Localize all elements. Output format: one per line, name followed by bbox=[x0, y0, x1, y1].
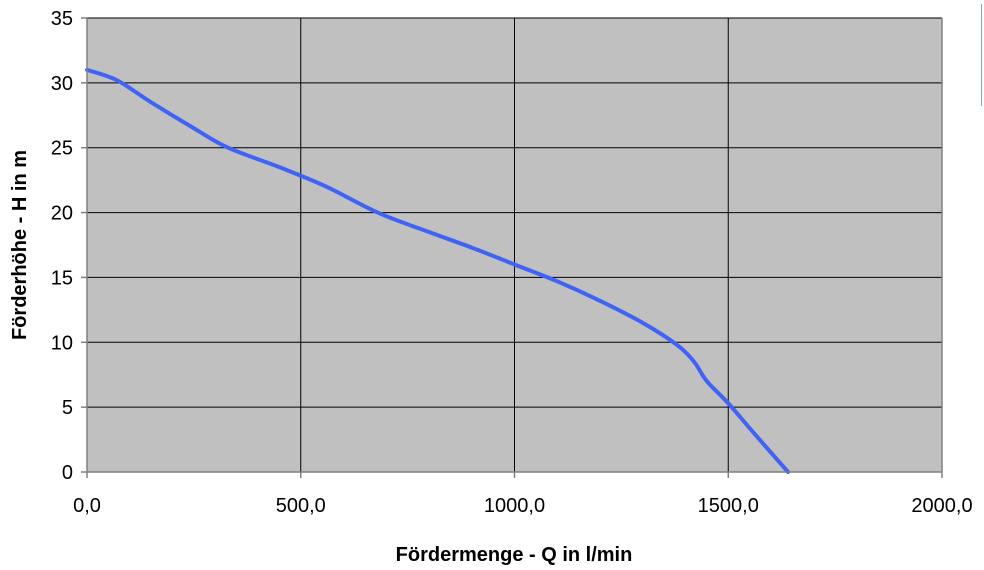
side-panel-fragment bbox=[981, 4, 984, 106]
y-tick-label: 15 bbox=[51, 267, 73, 289]
y-tick-label: 5 bbox=[62, 397, 73, 419]
y-axis-ticks: 0 5 10 15 20 25 30 35 bbox=[51, 8, 87, 484]
data-series bbox=[85, 67, 791, 474]
series-line bbox=[85, 67, 791, 474]
y-tick-label: 30 bbox=[51, 73, 73, 95]
x-tick-label: 1500,0 bbox=[698, 495, 759, 517]
y-axis-title: Förderhöhe - H in m bbox=[9, 150, 31, 340]
y-tick-label: 20 bbox=[51, 203, 73, 225]
y-tick-label: 10 bbox=[51, 332, 73, 354]
x-tick-label: 0,0 bbox=[73, 495, 101, 517]
x-axis-ticks: 0,0 500,0 1000,0 1500,0 2000,0 bbox=[73, 472, 973, 517]
x-axis-title: Fördermenge - Q in l/min bbox=[396, 544, 633, 566]
y-tick-label: 35 bbox=[51, 8, 73, 30]
y-tick-label: 25 bbox=[51, 138, 73, 160]
x-tick-label: 1000,0 bbox=[484, 495, 545, 517]
x-tick-label: 500,0 bbox=[276, 495, 326, 517]
y-tick-label: 0 bbox=[62, 462, 73, 484]
x-tick-label: 2000,0 bbox=[911, 495, 972, 517]
